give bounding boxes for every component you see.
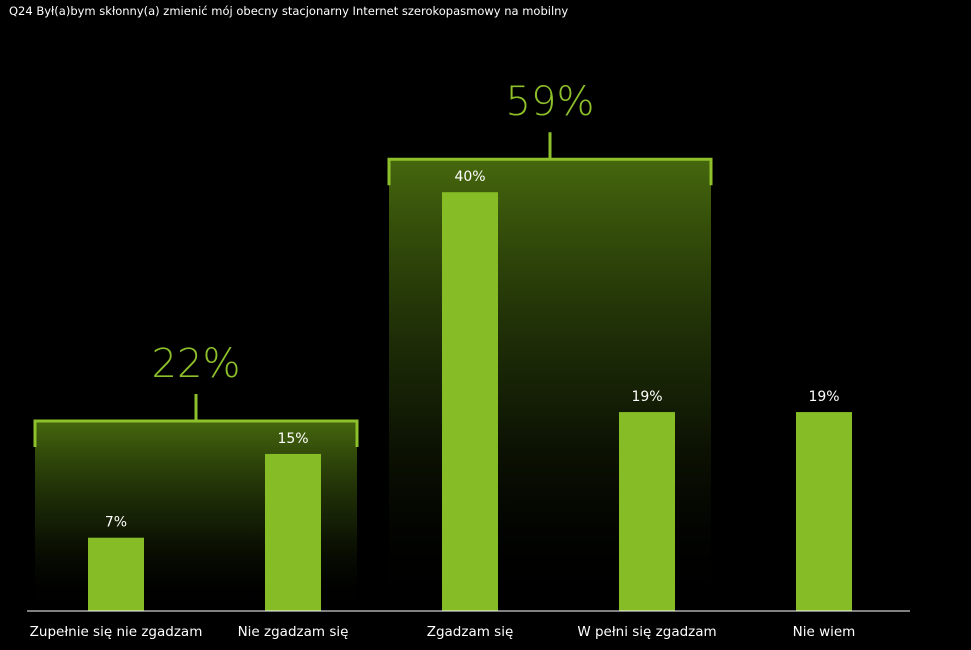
category-label-3: Zgadzam się [427, 624, 514, 640]
value-label-4: 19% [631, 389, 662, 405]
bar-2 [265, 453, 321, 611]
chart-title: Q24 Był(a)bym skłonny(a) zmienić mój obe… [9, 4, 569, 18]
bar-1 [88, 537, 144, 611]
group-total-label-2: 59% [506, 79, 595, 125]
category-label-2: Nie zgadzam się [238, 624, 349, 640]
category-label-1: Zupełnie się nie zgadzam [30, 624, 203, 640]
value-label-3: 40% [454, 169, 485, 185]
bar-4 [619, 412, 675, 611]
value-label-2: 15% [277, 431, 308, 447]
value-label-1: 7% [105, 515, 127, 531]
category-label-5: Nie wiem [793, 624, 856, 640]
value-label-5: 19% [808, 389, 839, 405]
bar-5 [796, 412, 852, 611]
category-label-4: W pełni się zgadzam [577, 624, 716, 640]
group-total-label-1: 22% [152, 341, 241, 387]
group-bracket-2 [387, 132, 713, 186]
group-bracket-1 [33, 393, 359, 447]
bar-3 [442, 192, 498, 611]
